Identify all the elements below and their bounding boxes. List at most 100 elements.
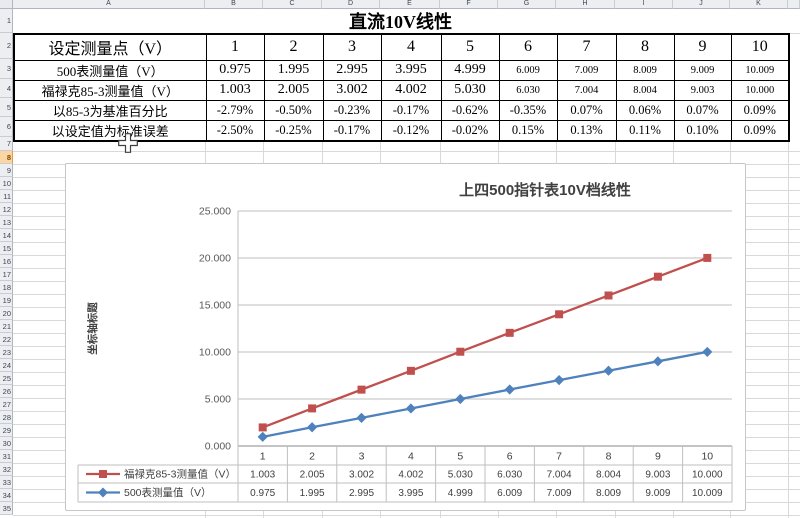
row-header-29[interactable]: 29	[0, 424, 13, 437]
row-header-23[interactable]: 23	[0, 346, 13, 359]
row-header-2[interactable]: 2	[0, 33, 13, 59]
column-header-K[interactable]: K	[730, 0, 788, 9]
column-header-E[interactable]: E	[380, 0, 440, 9]
select-all-corner[interactable]	[0, 0, 13, 9]
table-row-4-cell-7[interactable]: 0.13%	[557, 120, 616, 141]
table-row-4-cell-3[interactable]: -0.17%	[323, 120, 381, 141]
row-header-22[interactable]: 22	[0, 333, 13, 346]
table-row-2-cell-5[interactable]: 5.030	[441, 80, 499, 100]
table-row-1-cell-2[interactable]: 1.995	[264, 60, 323, 80]
table-row-4-cell-1[interactable]: -2.50%	[206, 120, 264, 141]
table-row-2-cell-4[interactable]: 4.002	[381, 80, 441, 100]
column-header-H[interactable]: H	[556, 0, 615, 9]
row-header-19[interactable]: 19	[0, 294, 13, 307]
table-row-4-label[interactable]: 以设定值为标准误差	[14, 120, 206, 141]
column-header-G[interactable]: G	[498, 0, 556, 9]
row-header-17[interactable]: 17	[0, 268, 13, 281]
table-header-row-cell-5[interactable]: 5	[441, 34, 499, 60]
table-row-3-cell-10[interactable]: 0.09%	[731, 100, 789, 120]
table-row-1-cell-10[interactable]: 10.009	[731, 60, 789, 80]
row-header-14[interactable]: 14	[0, 229, 13, 242]
row-header-30[interactable]: 30	[0, 437, 13, 450]
column-header-F[interactable]: F	[440, 0, 498, 9]
row-header-21[interactable]: 21	[0, 320, 13, 333]
table-row-4-cell-5[interactable]: -0.02%	[441, 120, 499, 141]
table-header-row-cell-1[interactable]: 1	[206, 34, 264, 60]
table-row-1-cell-3[interactable]: 2.995	[323, 60, 381, 80]
row-header-18[interactable]: 18	[0, 281, 13, 294]
table-row-2-cell-6[interactable]: 6.030	[499, 80, 557, 100]
row-header-6[interactable]: 6	[0, 117, 13, 137]
column-header-J[interactable]: J	[673, 0, 730, 9]
row-header-28[interactable]: 28	[0, 411, 13, 424]
table-header-row-cell-8[interactable]: 8	[616, 34, 674, 60]
table-row-2-cell-9[interactable]: 9.003	[674, 80, 731, 100]
table-row-4-cell-6[interactable]: 0.15%	[499, 120, 557, 141]
row-header-27[interactable]: 27	[0, 398, 13, 411]
table-row-3-cell-2[interactable]: -0.50%	[264, 100, 323, 120]
table-row-4-cell-9[interactable]: 0.10%	[674, 120, 731, 141]
table-header-row-cell-7[interactable]: 7	[557, 34, 616, 60]
row-header-35[interactable]: 35	[0, 502, 13, 515]
table-row-2-cell-3[interactable]: 3.002	[323, 80, 381, 100]
table-row-4-cell-8[interactable]: 0.11%	[616, 120, 674, 141]
row-header-10[interactable]: 10	[0, 177, 13, 190]
linearity-chart[interactable]: 上四500指针表10V档线性0.0005.00010.00015.00020.0…	[65, 163, 746, 511]
row-header-33[interactable]: 33	[0, 476, 13, 489]
row-header-7[interactable]: 7	[0, 137, 13, 151]
table-row-1-cell-9[interactable]: 9.009	[674, 60, 731, 80]
table-row-3-cell-3[interactable]: -0.23%	[323, 100, 381, 120]
table-row-3-cell-5[interactable]: -0.62%	[441, 100, 499, 120]
column-header-A[interactable]: A	[13, 0, 205, 9]
row-header-34[interactable]: 34	[0, 489, 13, 502]
row-header-5[interactable]: 5	[0, 98, 13, 117]
row-header-12[interactable]: 12	[0, 203, 13, 216]
table-row-3-cell-1[interactable]: -2.79%	[206, 100, 264, 120]
table-row-1-cell-6[interactable]: 6.009	[499, 60, 557, 80]
column-header-partial[interactable]	[788, 0, 800, 9]
table-row-1-label[interactable]: 500表测量值（V）	[14, 60, 206, 80]
table-header-row-cell-4[interactable]: 4	[381, 34, 441, 60]
table-row-2-label[interactable]: 福禄克85-3测量值（V）	[14, 80, 206, 100]
row-header-11[interactable]: 11	[0, 190, 13, 203]
table-row-2-cell-10[interactable]: 10.000	[731, 80, 789, 100]
table-row-4-cell-2[interactable]: -0.25%	[264, 120, 323, 141]
table-header-row-label[interactable]: 设定测量点（V）	[14, 34, 206, 60]
row-header-4[interactable]: 4	[0, 79, 13, 98]
row-header-13[interactable]: 13	[0, 216, 13, 229]
table-row-2-cell-2[interactable]: 2.005	[264, 80, 323, 100]
table-row-3-cell-7[interactable]: 0.07%	[557, 100, 616, 120]
table-header-row-cell-3[interactable]: 3	[323, 34, 381, 60]
table-row-1-cell-8[interactable]: 8.009	[616, 60, 674, 80]
column-header-B[interactable]: B	[205, 0, 263, 9]
table-row-1-cell-5[interactable]: 4.999	[441, 60, 499, 80]
table-row-3-cell-8[interactable]: 0.06%	[616, 100, 674, 120]
row-header-25[interactable]: 25	[0, 372, 13, 385]
row-header-20[interactable]: 20	[0, 307, 13, 320]
table-header-row-cell-9[interactable]: 9	[674, 34, 731, 60]
row-header-1[interactable]: 1	[0, 9, 13, 33]
row-header-9[interactable]: 9	[0, 164, 13, 177]
table-row-2-cell-8[interactable]: 8.004	[616, 80, 674, 100]
table-header-row-cell-2[interactable]: 2	[264, 34, 323, 60]
row-header-32[interactable]: 32	[0, 463, 13, 476]
table-row-2-cell-7[interactable]: 7.004	[557, 80, 616, 100]
row-header-26[interactable]: 26	[0, 385, 13, 398]
table-header-row-cell-10[interactable]: 10	[731, 34, 789, 60]
table-row-1-cell-7[interactable]: 7.009	[557, 60, 616, 80]
row-header-15[interactable]: 15	[0, 242, 13, 255]
row-header-24[interactable]: 24	[0, 359, 13, 372]
table-row-3-label[interactable]: 以85-3为基准百分比	[14, 100, 206, 120]
table-row-1-cell-1[interactable]: 0.975	[206, 60, 264, 80]
row-header-31[interactable]: 31	[0, 450, 13, 463]
table-header-row-cell-6[interactable]: 6	[499, 34, 557, 60]
row-header-8[interactable]: 8	[0, 151, 13, 164]
row-header-16[interactable]: 16	[0, 255, 13, 268]
table-row-3-cell-4[interactable]: -0.17%	[381, 100, 441, 120]
table-row-1-cell-4[interactable]: 3.995	[381, 60, 441, 80]
row-header-3[interactable]: 3	[0, 59, 13, 79]
column-header-D[interactable]: D	[322, 0, 380, 9]
table-row-4-cell-4[interactable]: -0.12%	[381, 120, 441, 141]
table-row-3-cell-6[interactable]: -0.35%	[499, 100, 557, 120]
table-row-3-cell-9[interactable]: 0.07%	[674, 100, 731, 120]
